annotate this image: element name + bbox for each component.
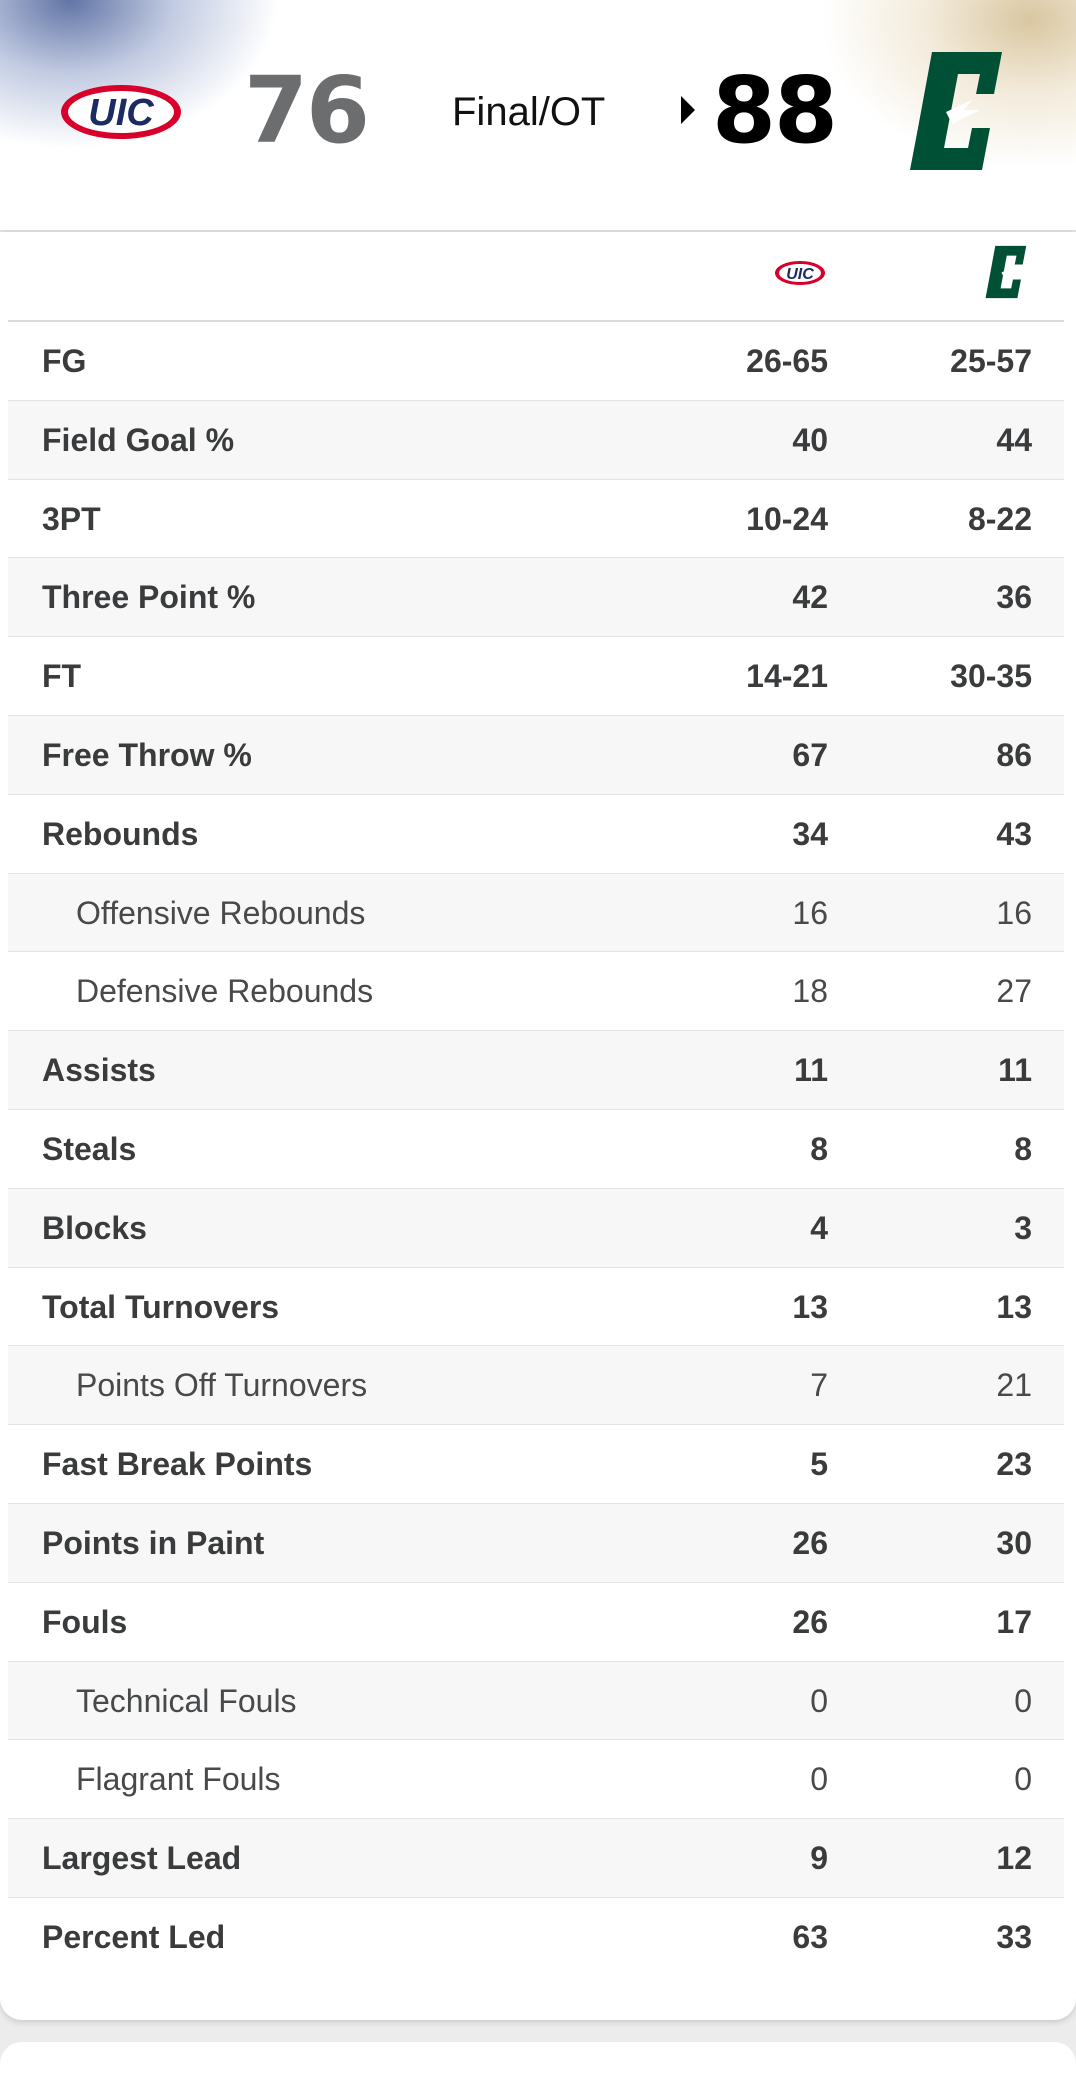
stat-row: Assists 11 11 xyxy=(8,1031,1064,1110)
home-stat-value: 30 xyxy=(996,1524,1032,1561)
away-stat-value: 14-21 xyxy=(746,658,828,695)
stat-row: FT 14-21 30-35 xyxy=(8,637,1064,716)
home-stat-value: 43 xyxy=(996,815,1032,852)
away-stat-value: 26-65 xyxy=(746,343,828,379)
stat-label: FG xyxy=(42,343,87,379)
home-score: 88 xyxy=(712,57,838,164)
charlotte-column-logo xyxy=(985,245,1027,299)
stat-label: FT xyxy=(42,658,82,695)
stat-row: Percent Led 63 33 xyxy=(8,1898,1064,1977)
away-score: 76 xyxy=(244,57,370,164)
next-section-card xyxy=(0,2042,1076,2082)
home-stat-value: 11 xyxy=(998,1052,1032,1089)
away-stat-value: 9 xyxy=(810,1840,828,1877)
stat-label: 3PT xyxy=(42,500,101,537)
stat-label: Largest Lead xyxy=(42,1840,242,1877)
stat-label: Fast Break Points xyxy=(42,1446,313,1483)
uic-logo[interactable]: UIC xyxy=(58,82,184,142)
stat-label: Total Turnovers xyxy=(42,1288,280,1325)
home-stat-value: 0 xyxy=(1014,1682,1032,1719)
home-stat-value: 0 xyxy=(1014,1761,1032,1798)
stat-row: Free Throw % 67 86 xyxy=(8,715,1064,795)
stat-label: Rebounds xyxy=(42,815,199,852)
stat-row: FG 26-65 25-57 xyxy=(8,322,1064,401)
triangle-right-icon xyxy=(681,96,695,124)
away-stat-value: 26 xyxy=(792,1524,828,1561)
game-status: Final/OT xyxy=(452,90,606,134)
home-stat-value: 17 xyxy=(996,1603,1032,1640)
away-stat-value: 5 xyxy=(810,1446,828,1483)
home-stat-value: 23 xyxy=(996,1446,1032,1483)
away-stat-value: 26 xyxy=(792,1603,828,1640)
stat-label: Flagrant Fouls xyxy=(76,1761,281,1798)
team-stats-table: FG 26-65 25-57 Field Goal % 40 44 3PT 10-24 8-22… xyxy=(8,322,1064,1977)
away-stat-value: 11 xyxy=(794,1052,828,1089)
away-stat-value: 18 xyxy=(792,973,828,1010)
stat-label: Blocks xyxy=(42,1209,147,1246)
stat-row: Steals 8 8 xyxy=(8,1110,1064,1189)
stat-row: Points in Paint 26 30 xyxy=(8,1503,1064,1583)
stat-label: Technical Fouls xyxy=(76,1682,297,1719)
charlotte-logo[interactable] xyxy=(902,48,1006,174)
stat-row: Fouls 26 17 xyxy=(8,1583,1064,1662)
stat-label: Field Goal % xyxy=(42,421,235,458)
game-header: UIC 76 Final/OT 88 xyxy=(0,0,1076,230)
stat-row: Flagrant Fouls 0 0 xyxy=(8,1740,1064,1820)
away-stat-value: 0 xyxy=(810,1761,828,1798)
home-stat-value: 33 xyxy=(996,1918,1032,1955)
team-stats-card: UIC FG 26-65 25-57 Field Goal % 40 44 3PT 10-24… xyxy=(0,232,1076,2020)
away-stat-value: 40 xyxy=(792,421,828,458)
away-stat-value: 8 xyxy=(810,1130,828,1167)
stat-row: Offensive Rebounds 16 16 xyxy=(8,873,1064,953)
stat-label: Three Point % xyxy=(42,579,256,616)
stat-label: Percent Led xyxy=(42,1918,226,1955)
away-stat-value: 7 xyxy=(810,1367,828,1404)
away-stat-value: 16 xyxy=(792,894,828,931)
stat-row: Points Off Turnovers 7 21 xyxy=(8,1346,1064,1426)
away-stat-value: 67 xyxy=(792,736,828,773)
home-stat-value: 25-57 xyxy=(950,343,1032,379)
stat-label: Free Throw % xyxy=(42,736,252,773)
home-stat-value: 21 xyxy=(996,1367,1032,1404)
stat-label: Points in Paint xyxy=(42,1524,265,1561)
stat-label: Fouls xyxy=(42,1603,128,1640)
away-stat-value: 0 xyxy=(810,1682,828,1719)
stat-label: Steals xyxy=(42,1130,137,1167)
stat-row: Rebounds 34 43 xyxy=(8,795,1064,874)
away-stat-value: 34 xyxy=(792,815,828,852)
stat-row: Total Turnovers 13 13 xyxy=(8,1268,1064,1347)
stat-row: Technical Fouls 0 0 xyxy=(8,1661,1064,1741)
home-stat-value: 27 xyxy=(996,973,1032,1010)
home-stat-value: 86 xyxy=(996,736,1032,773)
home-stat-value: 44 xyxy=(996,421,1032,458)
home-stat-value: 8-22 xyxy=(967,500,1032,537)
home-stat-value: 36 xyxy=(996,579,1032,616)
home-stat-value: 30-35 xyxy=(950,658,1032,695)
stat-row: Defensive Rebounds 18 27 xyxy=(8,952,1064,1032)
home-stat-value: 12 xyxy=(996,1840,1032,1877)
stat-row: 3PT 10-24 8-22 xyxy=(8,480,1064,559)
stat-row: Field Goal % 40 44 xyxy=(8,400,1064,480)
away-stat-value: 13 xyxy=(792,1288,828,1325)
stat-row: Three Point % 42 36 xyxy=(8,558,1064,638)
home-stat-value: 3 xyxy=(1014,1209,1032,1246)
stat-row: Largest Lead 9 12 xyxy=(8,1819,1064,1898)
uic-logo-text: UIC xyxy=(88,92,154,134)
home-stat-value: 8 xyxy=(1014,1130,1032,1167)
home-stat-value: 16 xyxy=(996,894,1032,931)
away-stat-value: 42 xyxy=(792,579,828,616)
stat-row: Blocks 4 3 xyxy=(8,1188,1064,1268)
stat-label: Defensive Rebounds xyxy=(76,973,374,1010)
away-stat-value: 10-24 xyxy=(746,500,828,537)
stat-label: Assists xyxy=(42,1052,156,1089)
uic-column-logo-text: UIC xyxy=(786,266,814,283)
stat-row: Fast Break Points 5 23 xyxy=(8,1425,1064,1504)
uic-column-logo: UIC xyxy=(775,261,825,285)
stat-label: Offensive Rebounds xyxy=(76,894,366,931)
stat-label: Points Off Turnovers xyxy=(76,1367,368,1404)
home-stat-value: 13 xyxy=(996,1288,1032,1325)
team-stats-header: UIC xyxy=(8,232,1064,322)
away-stat-value: 4 xyxy=(810,1209,828,1246)
away-stat-value: 63 xyxy=(792,1918,828,1955)
